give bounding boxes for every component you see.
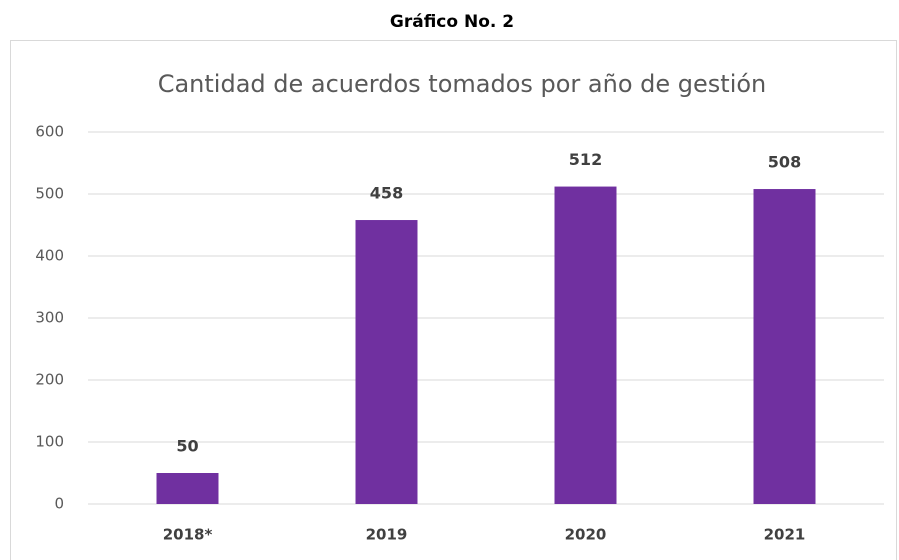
y-tick-label: 400 [35,247,64,265]
x-tick-label: 2019 [366,526,408,544]
bar [355,220,418,505]
y-tick-label: 100 [35,433,64,451]
x-tick-label: 2018* [163,526,213,544]
y-tick-label: 0 [54,495,64,513]
chart-title: Cantidad de acuerdos tomados por año de … [158,70,767,98]
y-tick-label: 200 [35,371,64,389]
data-label: 50 [176,437,198,456]
bar [554,186,617,504]
x-tick-label: 2021 [764,526,806,544]
data-label: 508 [768,153,801,172]
header: Gráfico No. 2 [390,12,514,32]
y-tick-label: 500 [35,185,64,203]
data-label: 512 [569,150,602,169]
bar [156,473,219,504]
data-label: 458 [370,184,403,203]
y-tick-label: 600 [35,123,64,141]
bar [753,189,816,505]
x-tick-label: 2020 [565,526,607,544]
y-tick-label: 300 [35,309,64,327]
